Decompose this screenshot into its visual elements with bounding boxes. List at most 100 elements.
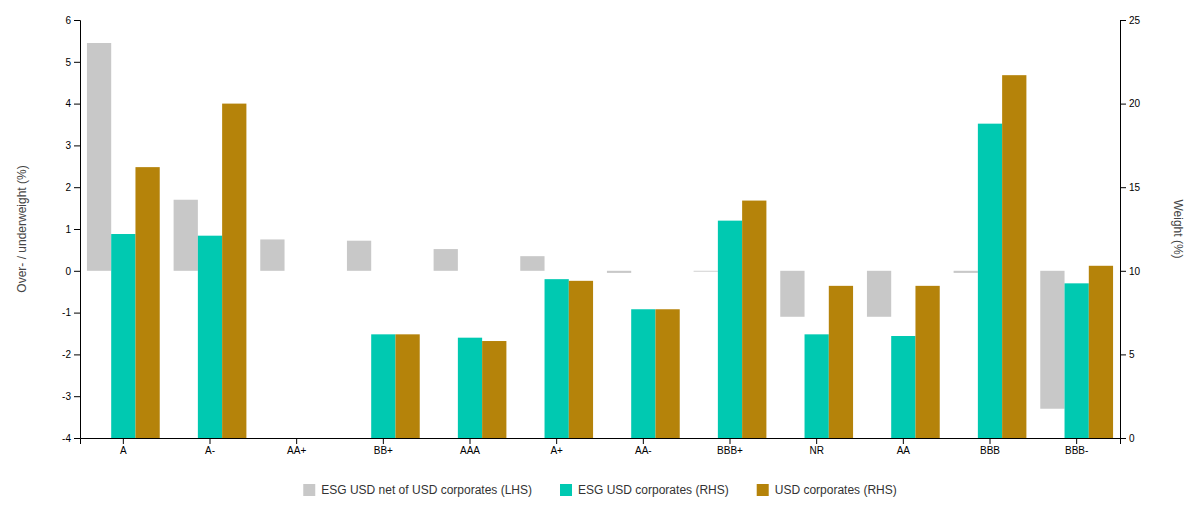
tick: 1 bbox=[65, 224, 80, 235]
tick: 5 bbox=[1120, 349, 1135, 360]
bar bbox=[520, 256, 544, 271]
tick: -3 bbox=[62, 391, 80, 402]
bar bbox=[434, 249, 458, 271]
tick-mark bbox=[470, 438, 471, 444]
tick-mark bbox=[74, 187, 80, 188]
bar bbox=[1040, 271, 1064, 409]
axis-line bbox=[74, 21, 81, 439]
tick-label: -4 bbox=[62, 433, 71, 444]
tick-label: 0 bbox=[65, 266, 71, 277]
tick: AAA bbox=[460, 438, 480, 456]
tick: 10 bbox=[1120, 266, 1141, 277]
axis-line bbox=[1121, 21, 1127, 439]
tick: 3 bbox=[65, 140, 80, 151]
bar bbox=[371, 334, 395, 438]
bar bbox=[718, 221, 742, 438]
tick-label: BBB bbox=[980, 445, 1000, 456]
tick: 5 bbox=[65, 57, 80, 68]
legend: ESG USD net of USD corporates (LHS)ESG U… bbox=[303, 483, 896, 497]
bar-series bbox=[135, 75, 1113, 438]
bar bbox=[631, 309, 655, 438]
bar bbox=[655, 309, 679, 438]
tick-label: 3 bbox=[65, 140, 71, 151]
bar bbox=[482, 341, 506, 438]
tick-mark bbox=[74, 145, 80, 146]
tick: BB+ bbox=[374, 438, 393, 456]
tick-mark bbox=[1120, 271, 1126, 272]
bar bbox=[915, 286, 939, 438]
tick-label: 25 bbox=[1129, 15, 1141, 26]
bar-series bbox=[111, 124, 1089, 438]
bar bbox=[111, 234, 135, 438]
tick: 20 bbox=[1120, 98, 1141, 109]
chart: -4-3-2-101234560510152025AA-AA+BB+AAAA+A… bbox=[0, 0, 1200, 528]
bar bbox=[780, 271, 804, 317]
bars bbox=[87, 43, 1113, 438]
tick: 15 bbox=[1120, 182, 1141, 193]
tick-label: A- bbox=[205, 445, 215, 456]
x-axis: AA-AA+BB+AAAA+AA-BBB+NRAABBBBBB- bbox=[81, 438, 1121, 456]
tick-mark bbox=[74, 62, 80, 63]
legend-swatch bbox=[757, 484, 769, 496]
tick: 0 bbox=[1120, 433, 1135, 444]
bar bbox=[954, 271, 978, 273]
tick-mark bbox=[730, 438, 731, 444]
tick-label: 2 bbox=[65, 182, 71, 193]
tick-mark bbox=[643, 438, 644, 444]
bar bbox=[395, 334, 419, 438]
bar bbox=[135, 167, 159, 438]
tick-mark bbox=[296, 438, 297, 444]
legend-swatch bbox=[303, 484, 315, 496]
tick-label: 1 bbox=[65, 224, 71, 235]
tick-mark bbox=[210, 438, 211, 444]
tick-mark bbox=[74, 396, 80, 397]
legend-label: USD corporates (RHS) bbox=[775, 483, 897, 497]
bar bbox=[829, 286, 853, 438]
tick-mark bbox=[1120, 20, 1126, 21]
tick-mark bbox=[556, 438, 557, 444]
tick-label: -2 bbox=[62, 349, 71, 360]
bar bbox=[694, 270, 718, 272]
tick-label: 4 bbox=[65, 98, 71, 109]
legend-item: USD corporates (RHS) bbox=[757, 483, 897, 497]
tick-mark bbox=[383, 438, 384, 444]
tick: BBB bbox=[980, 438, 1000, 456]
axis-line bbox=[81, 439, 1121, 445]
tick: 4 bbox=[65, 98, 80, 109]
tick: -2 bbox=[62, 349, 80, 360]
tick: 2 bbox=[65, 182, 80, 193]
y2-axis: 0 5 10 15 20 25 bbox=[1120, 15, 1141, 444]
tick-label: 0 bbox=[1129, 433, 1135, 444]
legend-swatch bbox=[560, 484, 572, 496]
tick-mark bbox=[1076, 438, 1077, 444]
bar bbox=[1002, 75, 1026, 438]
y-axis-title: Over- / underweight (%) bbox=[15, 165, 29, 292]
tick: AA bbox=[897, 438, 911, 456]
tick: -4 bbox=[62, 433, 80, 444]
tick-label: AA bbox=[897, 445, 911, 456]
tick-label: 5 bbox=[65, 57, 71, 68]
tick: AA+ bbox=[287, 438, 306, 456]
tick-label: A bbox=[120, 445, 127, 456]
tick-label: 5 bbox=[1129, 349, 1135, 360]
tick-label: NR bbox=[809, 445, 823, 456]
plot: -4-3-2-101234560510152025AA-AA+BB+AAAA+A… bbox=[62, 15, 1140, 456]
tick-label: AAA bbox=[460, 445, 480, 456]
tick: NR bbox=[809, 438, 823, 456]
bar bbox=[222, 104, 246, 438]
tick-mark bbox=[990, 438, 991, 444]
tick: A- bbox=[205, 438, 215, 456]
bar bbox=[260, 239, 284, 270]
tick: A bbox=[120, 438, 127, 456]
bar bbox=[867, 271, 891, 317]
legend-item: ESG USD corporates (RHS) bbox=[560, 483, 729, 497]
tick: A+ bbox=[550, 438, 563, 456]
tick-mark bbox=[74, 20, 80, 21]
tick-mark bbox=[123, 438, 124, 444]
tick-mark bbox=[74, 104, 80, 105]
tick-label: BB+ bbox=[374, 445, 393, 456]
tick-label: -3 bbox=[62, 391, 71, 402]
tick-label: AA- bbox=[635, 445, 652, 456]
tick-label: -1 bbox=[62, 307, 71, 318]
tick-label: BBB- bbox=[1065, 445, 1088, 456]
